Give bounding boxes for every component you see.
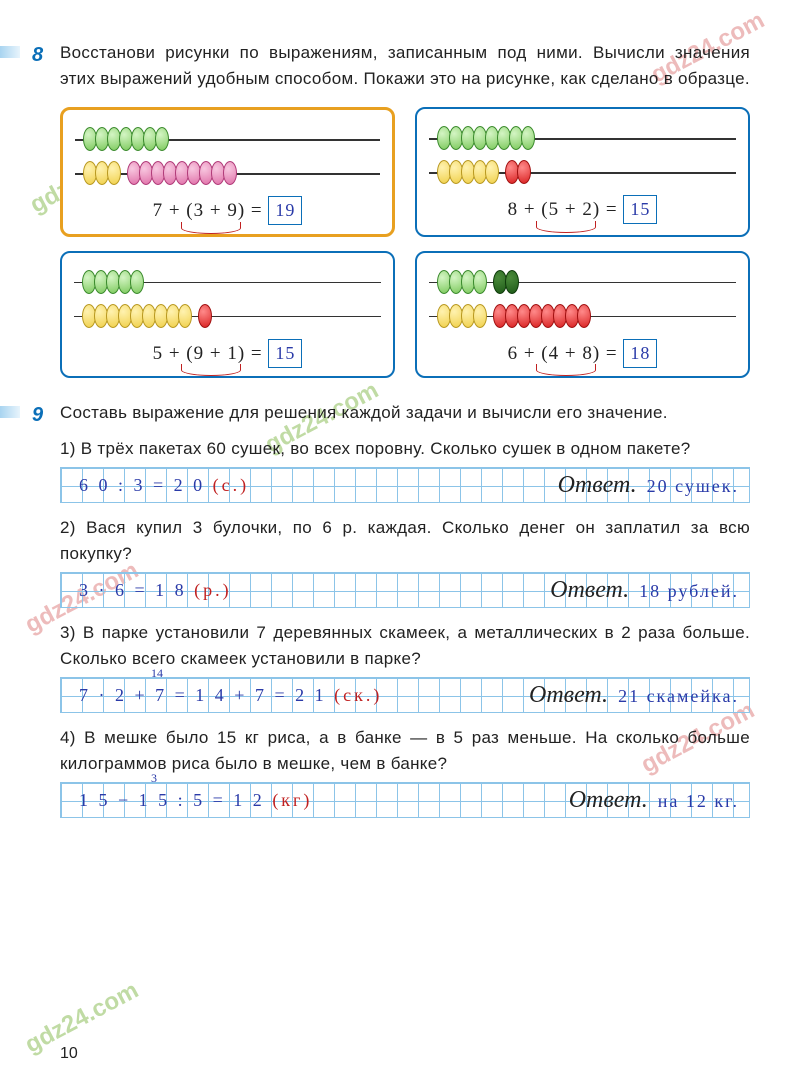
task-marker (0, 406, 20, 418)
arc-underline (536, 221, 596, 233)
annotation: 3 (151, 769, 157, 787)
subtasks: 1) В трёх пакетах 60 сушек, во всех поро… (60, 436, 750, 819)
arc-underline (536, 364, 596, 376)
bead-row (79, 124, 376, 154)
arc-underline (181, 222, 241, 234)
answer-label: Ответ. (569, 782, 648, 818)
answer-box: 18 (623, 339, 657, 368)
answer-block: Ответ. 20 сушек. (558, 467, 739, 503)
panel-expression: 7 + (3 + 9) = 19 (73, 196, 382, 226)
task-marker (0, 46, 20, 58)
answer-value: 21 скамейка. (618, 683, 739, 710)
task-text: Составь выражение для решения каждой зад… (60, 400, 750, 426)
bead (130, 270, 144, 294)
answer-label: Ответ. (529, 677, 608, 713)
answer-gridline: 1 5 − 1 5 : 5 = 1 2 (кг)3Ответ.на 12 кг. (60, 782, 750, 818)
bead-row (78, 267, 377, 297)
bead (155, 127, 169, 151)
task-8: 8 Восстанови рисунки по выражениям, запи… (60, 40, 750, 378)
bead (198, 304, 212, 328)
panel-expression: 5 + (9 + 1) = 15 (72, 339, 383, 369)
subtask-question: 3) В парке установили 7 деревянных скаме… (60, 620, 750, 671)
bead-panel: 8 + (5 + 2) = 15 (415, 107, 750, 237)
answer-block: Ответ. 18 рублей. (550, 572, 739, 608)
bead-panel: 6 + (4 + 8) = 18 (415, 251, 750, 379)
bead-row (433, 123, 732, 153)
watermark: gdz24.com (19, 973, 145, 1063)
bead (223, 161, 237, 185)
answer-value: 18 рублей. (639, 578, 739, 605)
answer-block: Ответ. 21 скамейка. (529, 677, 739, 713)
task-number: 9 (32, 400, 43, 430)
calc-work: 3 · 6 = 1 8 (р.) (79, 577, 232, 604)
calc-work: 6 0 : 3 = 2 0 (с.) (79, 472, 249, 499)
calc-work: 7 · 2 + 7 = 1 4 + 7 = 2 1 (ск.) (79, 682, 382, 709)
subtask-question: 1) В трёх пакетах 60 сушек, во всех поро… (60, 436, 750, 462)
bead-row (433, 267, 732, 297)
answer-gridline: 7 · 2 + 7 = 1 4 + 7 = 2 1 (ск.)14Ответ.2… (60, 677, 750, 713)
answer-value: на 12 кг. (658, 788, 739, 815)
arc-underline (181, 364, 241, 376)
calc-work: 1 5 − 1 5 : 5 = 1 2 (кг) (79, 787, 312, 814)
panel-expression: 8 + (5 + 2) = 15 (427, 195, 738, 225)
bead-row (78, 301, 377, 331)
bead (577, 304, 591, 328)
task-9: 9 Составь выражение для решения каждой з… (60, 400, 750, 818)
answer-box: 15 (268, 339, 302, 368)
page-number: 10 (60, 1042, 78, 1066)
answer-box: 15 (623, 195, 657, 224)
answer-gridline: 6 0 : 3 = 2 0 (с.) Ответ. 20 сушек. (60, 467, 750, 503)
answer-gridline: 3 · 6 = 1 8 (р.) Ответ. 18 рублей. (60, 572, 750, 608)
annotation: 14 (151, 664, 163, 682)
bead-panels: 7 + (3 + 9) = 19 8 + (5 + 2) = 15 5 + (9 +… (60, 107, 750, 378)
bead-row (79, 158, 376, 188)
bead (505, 270, 519, 294)
task-text: Восстанови рисунки по выражениям, записа… (60, 40, 750, 91)
bead-row (433, 301, 732, 331)
bead (521, 126, 535, 150)
bead-panel: 5 + (9 + 1) = 15 (60, 251, 395, 379)
answer-label: Ответ. (558, 467, 637, 503)
answer-box: 19 (268, 196, 302, 225)
answer-value: 20 сушек. (647, 473, 739, 500)
subtask-question: 2) Вася купил 3 булочки, по 6 р. каждая.… (60, 515, 750, 566)
task-number: 8 (32, 40, 43, 70)
bead (517, 160, 531, 184)
answer-block: Ответ. на 12 кг. (569, 782, 739, 818)
subtask-question: 4) В мешке было 15 кг риса, а в банке — … (60, 725, 750, 776)
bead-row (433, 157, 732, 187)
answer-label: Ответ. (550, 572, 629, 608)
panel-expression: 6 + (4 + 8) = 18 (427, 339, 738, 369)
bead-panel: 7 + (3 + 9) = 19 (60, 107, 395, 237)
